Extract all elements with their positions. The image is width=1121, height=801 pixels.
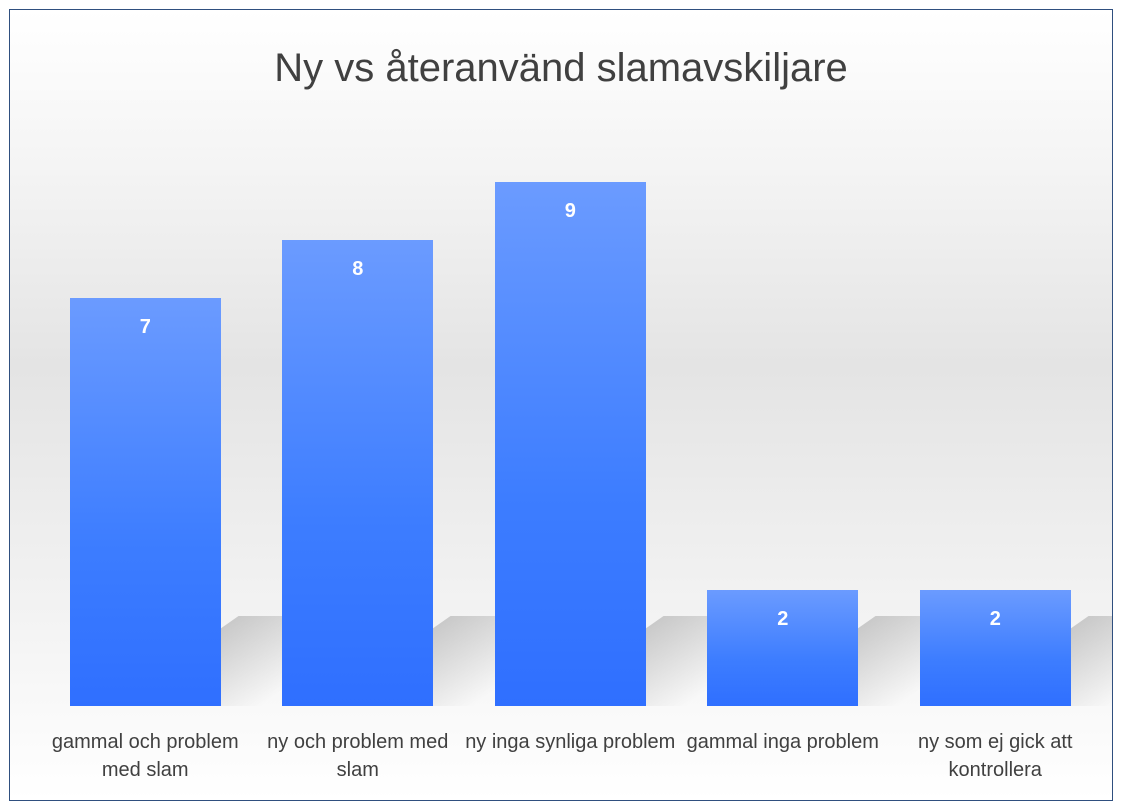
value-label: 8: [352, 258, 364, 281]
bar: [494, 182, 646, 706]
value-label: 2: [777, 607, 789, 630]
bar: [69, 298, 221, 706]
x-tick-label: gammal och problem med slam: [51, 731, 239, 781]
x-tick-label: ny och problem med slam: [267, 731, 449, 781]
bar: [919, 589, 1071, 706]
x-tick-label: ny som ej gick att kontrollera: [917, 731, 1073, 781]
x-tick-label: ny inga synliga problem: [465, 731, 676, 753]
bar: [282, 240, 434, 706]
value-label: 7: [139, 316, 151, 339]
chart-title: Ny vs återanvänd slamavskiljare: [274, 46, 848, 90]
x-tick-label: gammal inga problem: [686, 731, 879, 753]
bar: [707, 589, 859, 706]
value-label: 9: [564, 200, 576, 222]
chart: Ny vs återanvänd slamavskiljare 7 gammal …: [9, 9, 1113, 801]
value-label: 2: [989, 607, 1001, 630]
